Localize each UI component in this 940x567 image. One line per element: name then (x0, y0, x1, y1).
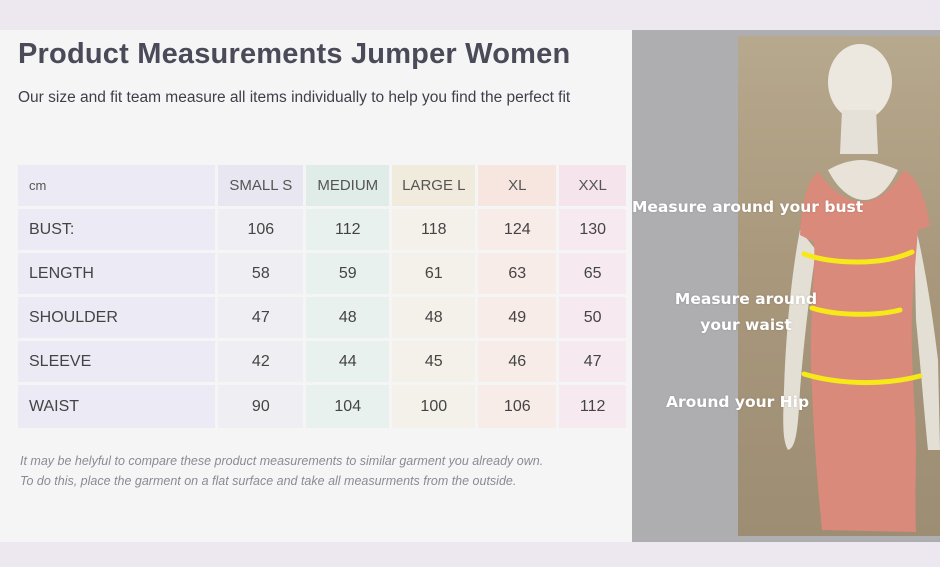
table-cell: 106 (478, 385, 557, 428)
hip-measure-line (801, 371, 923, 386)
waist-label-line-1: Measure around (674, 290, 818, 308)
table-cell: 65 (559, 253, 626, 294)
page-subtitle: Our size and fit team measure all items … (18, 89, 571, 106)
table-cell: 47 (559, 341, 626, 382)
size-header-large: LARGE L (392, 165, 476, 206)
table-cell: 59 (306, 253, 390, 294)
size-header-xxl: XXL (559, 165, 626, 206)
size-header-small: SMALL S (218, 165, 304, 206)
table-cell: 47 (218, 297, 304, 338)
table-cell: 61 (392, 253, 476, 294)
table-cell: 118 (392, 209, 476, 250)
mannequin-photo: Measure around your bust Measure around … (632, 30, 940, 542)
table-cell: 112 (306, 209, 390, 250)
mannequin-left-arm (783, 230, 816, 450)
table-cell: 50 (559, 297, 626, 338)
size-header-xl: XL (478, 165, 557, 206)
table-cell: 58 (218, 253, 304, 294)
bust-label: Measure around your bust (632, 198, 864, 216)
table-row-waist: WAIST 90 104 100 106 112 (18, 385, 626, 428)
table-cell: 63 (478, 253, 557, 294)
table-cell: 42 (218, 341, 304, 382)
waist-measure-line (809, 305, 903, 317)
table-cell: 124 (478, 209, 557, 250)
table-cell: 112 (559, 385, 626, 428)
row-label: WAIST (18, 385, 216, 428)
mannequin-right-arm (914, 220, 940, 450)
table-cell: 44 (306, 341, 390, 382)
table-cell: 45 (392, 341, 476, 382)
table-cell: 104 (306, 385, 390, 428)
mannequin-chest (828, 160, 898, 200)
size-table: cm SMALL S MEDIUM LARGE L XL XXL BUST: 1… (15, 162, 629, 431)
size-header-medium: MEDIUM (306, 165, 390, 206)
table-cell: 90 (218, 385, 304, 428)
table-row-sleeve: SLEEVE 42 44 45 46 47 (18, 341, 626, 382)
hip-label: Around your Hip (666, 393, 810, 411)
table-cell: 130 (559, 209, 626, 250)
mannequin-neck (840, 110, 878, 154)
table-cell: 48 (392, 297, 476, 338)
table-row-shoulder: SHOULDER 47 48 48 49 50 (18, 297, 626, 338)
dress (800, 170, 930, 532)
row-label: SLEEVE (18, 341, 216, 382)
waist-label-line-2: your waist (700, 316, 792, 334)
mannequin-head (828, 44, 892, 120)
note-line-1: It may be helyful to compare these produ… (20, 454, 544, 468)
row-label: BUST: (18, 209, 216, 250)
table-row-length: LENGTH 58 59 61 63 65 (18, 253, 626, 294)
note-line-2: To do this, place the garment on a flat … (20, 474, 517, 488)
table-cell: 49 (478, 297, 557, 338)
table-cell: 106 (218, 209, 304, 250)
row-label: SHOULDER (18, 297, 216, 338)
row-label: LENGTH (18, 253, 216, 294)
table-header-row: cm SMALL S MEDIUM LARGE L XL XXL (18, 165, 626, 206)
page-title: Product Measurements Jumper Women (18, 38, 571, 70)
waist-label: Measure around your waist (652, 286, 840, 338)
bust-measure-line (801, 249, 915, 265)
table-cell: 100 (392, 385, 476, 428)
mannequin-illustration (783, 44, 940, 532)
measurement-note: It may be helyful to compare these produ… (20, 451, 543, 491)
table-cell: 46 (478, 341, 557, 382)
unit-header: cm (18, 165, 216, 206)
table-cell: 48 (306, 297, 390, 338)
table-row-bust: BUST: 106 112 118 124 130 (18, 209, 626, 250)
